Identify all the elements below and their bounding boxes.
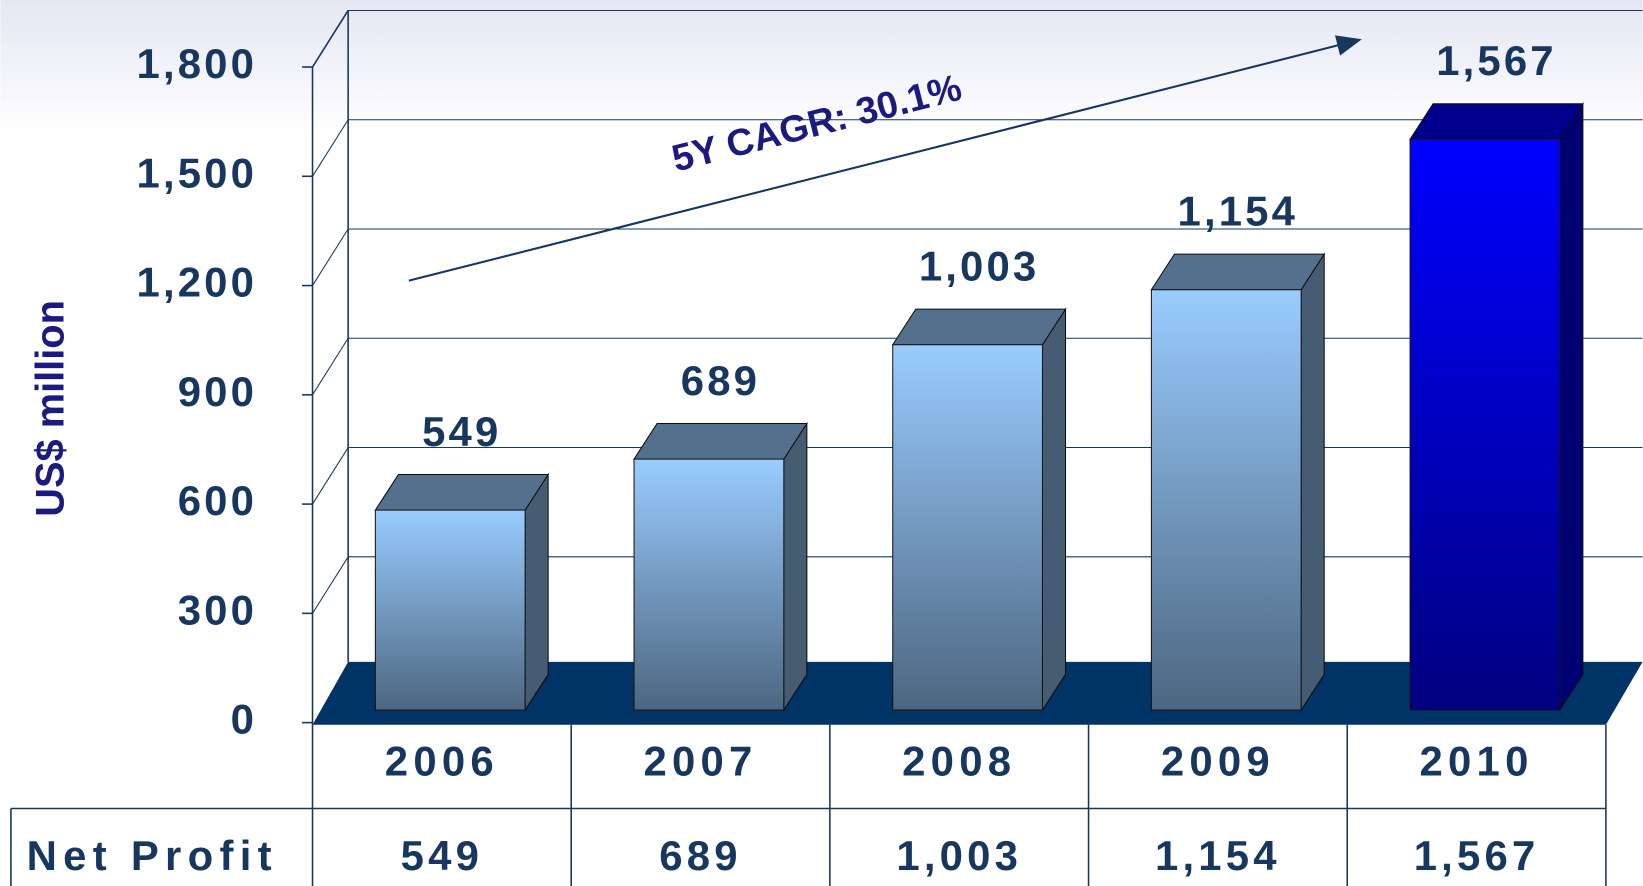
y-tick-label: 0 — [231, 696, 257, 743]
grid-line — [312, 228, 349, 286]
bar-side — [1041, 307, 1067, 712]
data-label: 1,567 — [1436, 37, 1557, 84]
bar-side — [1559, 101, 1584, 712]
bar-side — [524, 472, 549, 712]
y-tick-label: 1,800 — [137, 40, 258, 87]
x-tick-label: 2006 — [385, 738, 499, 785]
y-axis-label: US$ million — [28, 300, 72, 517]
bar-top — [374, 473, 550, 511]
grid-line — [312, 556, 349, 614]
table-cell: 1,154 — [1155, 832, 1281, 879]
row-label: Net Profit — [27, 832, 278, 879]
trend-arrow — [408, 35, 1362, 282]
y-tick-label: 600 — [178, 477, 257, 524]
bar-side — [1300, 252, 1325, 712]
bar-side — [783, 421, 808, 712]
x-tick-label: 2010 — [1420, 738, 1534, 785]
y-tick-label: 300 — [178, 586, 257, 633]
y-tick-label: 1,500 — [137, 149, 258, 196]
data-label: 689 — [681, 357, 760, 404]
bar-shade — [1410, 139, 1560, 711]
grid-line — [312, 119, 349, 177]
bar-top — [1409, 103, 1584, 140]
table-cell: 1,003 — [896, 832, 1022, 879]
data-label: 1,154 — [1178, 187, 1299, 234]
bar-shade — [634, 459, 784, 711]
table-cell: 1,567 — [1414, 832, 1540, 879]
bar-top — [891, 308, 1067, 346]
x-tick-label: 2009 — [1161, 738, 1275, 785]
table — [10, 724, 1607, 886]
bar-shade — [375, 510, 526, 711]
bar-top — [1150, 253, 1326, 291]
y-tick-label: 1,200 — [137, 259, 258, 306]
bar-shade — [1151, 289, 1302, 711]
grid-line — [312, 337, 349, 396]
table-cell: 689 — [659, 832, 741, 879]
x-tick-label: 2008 — [902, 738, 1016, 785]
data-label: 549 — [422, 408, 501, 455]
bar-shade — [892, 344, 1043, 711]
x-tick-label: 2007 — [643, 738, 757, 785]
y-tick-label: 900 — [178, 368, 257, 415]
table-cell: 549 — [401, 832, 483, 879]
grid-line — [312, 10, 349, 68]
bar-top — [633, 422, 808, 460]
data-label: 1,003 — [919, 242, 1040, 289]
grid-line — [312, 447, 349, 505]
